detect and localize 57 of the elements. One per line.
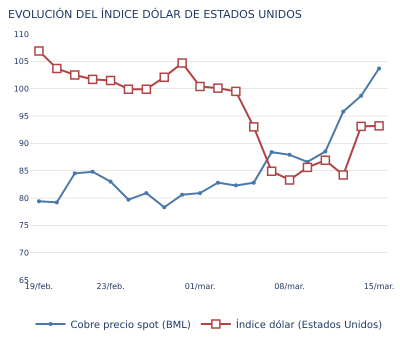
point [124,84,134,94]
point [377,66,382,70]
point [88,74,98,84]
x-tick-label: 01/mar. [184,282,216,291]
x-tick-label: 15/mar. [364,282,394,291]
y-tick-label: 70 [18,248,29,258]
y-tick-label: 110 [14,30,29,39]
point [266,166,276,176]
point [54,200,59,204]
y-tick-label: 100 [14,84,29,94]
point [234,183,238,188]
point [72,171,77,176]
point [252,180,256,185]
x-tick-label: 08/mar. [274,282,305,291]
point [70,70,80,80]
point [341,110,346,114]
point [162,205,166,210]
point [374,121,384,131]
point [270,150,274,154]
point [231,86,241,96]
point [144,191,148,196]
point [320,156,330,166]
point [106,76,116,86]
point [216,180,220,185]
y-tick-label: 65 [18,276,29,285]
point [142,84,152,94]
y-tick-label: 80 [18,194,29,203]
y-tick-label: 85 [18,166,29,176]
point [359,94,364,98]
y-tick-label: 105 [14,57,29,66]
point [34,46,44,56]
point [284,175,294,185]
chart-title: EVOLUCIÓN DEL ÍNDICE DÓLAR DE ESTADOS UNIDOS [8,7,302,22]
point [356,122,366,132]
point [302,162,312,172]
x-tick-label: 23/feb. [96,282,125,291]
point [90,170,95,174]
legend-label: Índice dólar (Estados Unidos) [236,318,382,331]
legend-label: Cobre precio spot (BML) [70,320,191,331]
point [180,192,184,197]
point [36,199,41,204]
point [177,58,187,68]
point [195,82,205,92]
y-tick-label: 90 [18,139,29,148]
y-tick-label: 95 [18,112,29,121]
point [213,83,223,93]
point [52,64,62,74]
y-tick-label: 75 [18,221,29,230]
point [288,152,292,157]
point [160,72,169,82]
point [249,122,258,132]
point [126,198,130,202]
point [323,150,328,154]
point [108,180,113,184]
point [338,170,348,180]
x-tick-label: 19/feb. [24,282,54,291]
point [198,191,202,196]
